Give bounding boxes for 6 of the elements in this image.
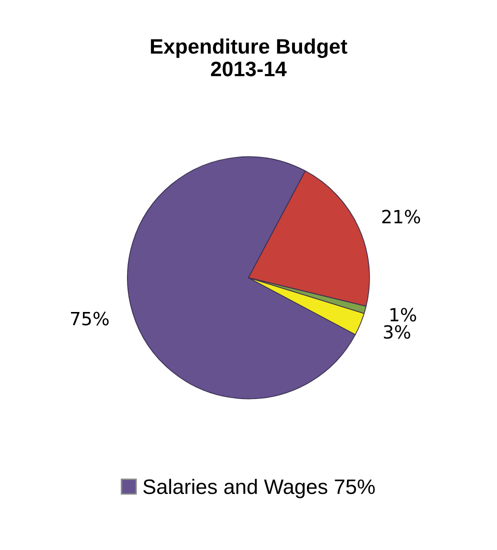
legend-label: Salaries and Wages 75% <box>143 478 375 498</box>
data-label: 3% <box>384 325 410 339</box>
data-label: 75% <box>70 312 109 326</box>
data-label: 1% <box>390 308 416 322</box>
chart-title: Expenditure Budget 2013-14 <box>150 38 348 76</box>
data-label: 21% <box>382 210 420 224</box>
